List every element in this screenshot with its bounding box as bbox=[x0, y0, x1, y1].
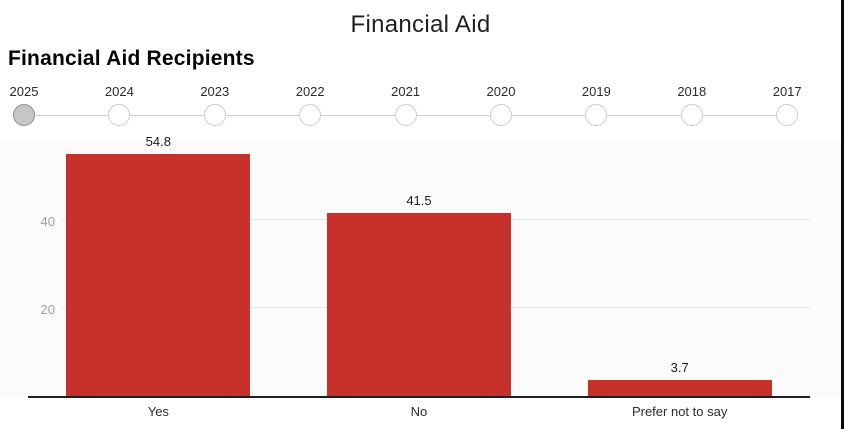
year-label: 2025 bbox=[9, 84, 39, 99]
year-circle bbox=[394, 104, 417, 126]
year-circle bbox=[680, 104, 703, 126]
year-label: 2021 bbox=[391, 84, 421, 99]
year-label: 2018 bbox=[677, 84, 707, 99]
year-label: 2019 bbox=[581, 84, 611, 99]
bar[interactable] bbox=[66, 154, 251, 396]
year-stop[interactable]: 2024 bbox=[84, 84, 154, 131]
year-stop[interactable]: 2022 bbox=[275, 84, 345, 131]
year-stop[interactable]: 2018 bbox=[657, 84, 727, 131]
year-stop[interactable]: 2017 bbox=[752, 84, 822, 131]
bar-column: 3.7 Prefer not to say bbox=[549, 140, 810, 419]
bar[interactable] bbox=[326, 212, 511, 396]
year-stop[interactable]: 2019 bbox=[561, 84, 631, 131]
bar-value-label: 41.5 bbox=[406, 192, 432, 208]
bar[interactable] bbox=[587, 379, 772, 396]
y-tick-label: 20 bbox=[40, 301, 55, 317]
x-axis-label: Prefer not to say bbox=[631, 404, 728, 419]
year-circle bbox=[776, 104, 799, 126]
year-label: 2023 bbox=[200, 84, 230, 99]
year-stop[interactable]: 2025 bbox=[0, 84, 59, 131]
year-circle bbox=[299, 104, 322, 126]
year-label: 2022 bbox=[295, 84, 325, 99]
bar-column: 54.8 Yes bbox=[28, 134, 289, 419]
year-slider: 2025 2024 2023 2022 2021 2020 2019 2018 … bbox=[0, 84, 841, 132]
section-title: Financial Aid Recipients bbox=[8, 47, 255, 70]
year-circle bbox=[13, 104, 35, 126]
y-tick-label: 40 bbox=[40, 213, 55, 229]
year-stop[interactable]: 2020 bbox=[466, 84, 536, 131]
page-title: Financial Aid bbox=[350, 11, 491, 38]
bar-column: 41.5 No bbox=[289, 140, 550, 419]
x-axis-label: No bbox=[410, 404, 428, 419]
year-circle bbox=[203, 104, 226, 126]
year-label: 2024 bbox=[104, 84, 134, 99]
x-axis-label: Yes bbox=[147, 404, 169, 419]
year-stop[interactable]: 2021 bbox=[371, 84, 441, 131]
bar-value-label: 3.7 bbox=[670, 359, 689, 375]
bar-value-label: 54.8 bbox=[145, 134, 171, 150]
bar-chart: 54.8 Yes 41.5 No 3.7 Prefer not to say bbox=[28, 134, 810, 419]
year-label: 2020 bbox=[486, 84, 516, 99]
year-circle bbox=[108, 104, 131, 126]
year-label: 2017 bbox=[772, 84, 802, 99]
year-circle bbox=[585, 104, 608, 126]
year-circle bbox=[490, 104, 512, 126]
year-stop[interactable]: 2023 bbox=[180, 84, 250, 131]
